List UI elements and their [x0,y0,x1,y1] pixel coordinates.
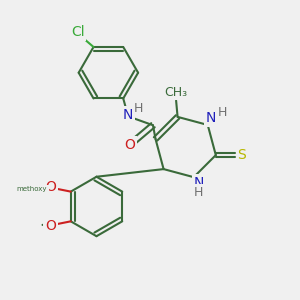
Text: N: N [206,111,217,125]
Text: methoxy: methoxy [17,186,47,192]
Text: O: O [45,180,56,194]
Text: O: O [45,219,56,233]
Text: S: S [237,148,246,162]
Text: CH₃: CH₃ [164,86,188,99]
Text: H: H [134,102,143,116]
Text: N: N [194,176,204,190]
Text: Cl: Cl [71,25,85,39]
Text: H: H [194,185,203,199]
Text: O: O [124,138,136,152]
Text: N: N [122,108,133,122]
Text: H: H [217,106,227,119]
